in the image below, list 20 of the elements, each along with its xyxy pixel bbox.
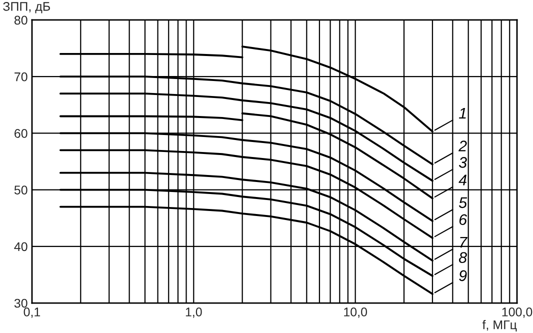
series-label: 1 <box>458 108 466 118</box>
y-tick-label: 70 <box>14 72 28 82</box>
x-axis-title: f, МГц <box>482 320 517 332</box>
y-tick-label: 60 <box>14 129 28 138</box>
y-tick-label: 40 <box>14 242 28 252</box>
y-tick-label: 50 <box>14 186 28 194</box>
legend-label: 9 <box>459 270 467 282</box>
x-tick-label: 1,0 <box>186 308 202 318</box>
y-axis-title: ЗПП, дБ <box>3 2 50 14</box>
legend-label: 8 <box>458 252 467 263</box>
series-label: 2 <box>458 140 467 152</box>
x-tick-label: 10,0 <box>344 308 368 318</box>
x-tick-label: 100,0 <box>502 308 532 318</box>
legend-label: 6 <box>459 214 468 226</box>
legend-label: 4 <box>458 174 466 186</box>
y-tick-label: 30 <box>14 298 28 308</box>
series-label: 3 <box>458 157 467 168</box>
y-tick-label: 80 <box>14 16 28 25</box>
x-tick-label: 0,1 <box>24 308 40 318</box>
series-label: 5 <box>458 197 468 208</box>
